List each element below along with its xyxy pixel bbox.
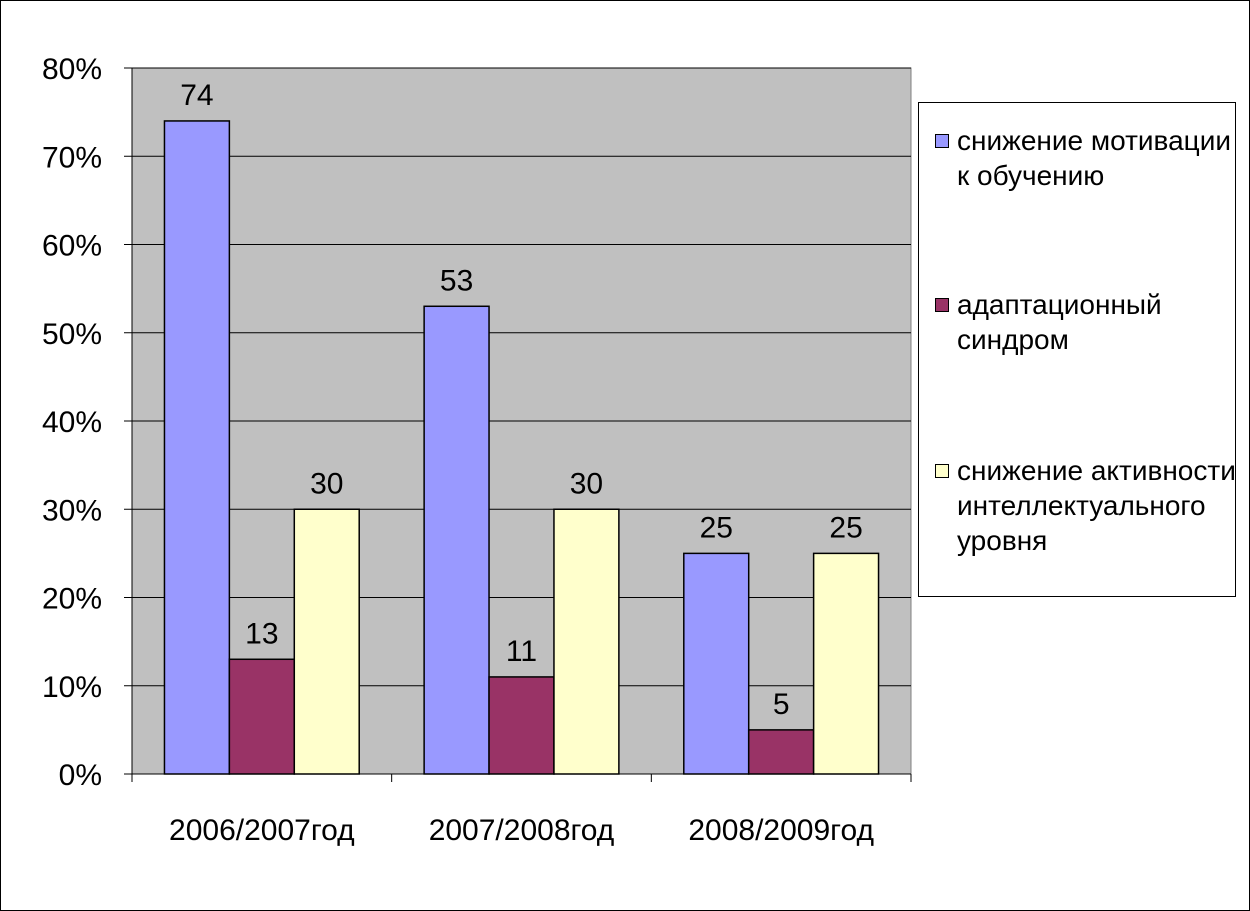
y-tick-label: 60% <box>42 230 102 263</box>
x-tick-label: 2006/2007год <box>169 814 355 847</box>
legend-swatch <box>935 134 949 148</box>
data-label: 13 <box>245 617 278 650</box>
bar <box>488 676 555 775</box>
legend-swatch <box>935 298 949 312</box>
bar <box>812 552 880 775</box>
bar <box>747 729 815 775</box>
data-label: 30 <box>310 467 343 500</box>
y-tick-label: 20% <box>42 583 102 616</box>
data-label: 74 <box>180 79 213 112</box>
data-label: 11 <box>506 635 537 668</box>
y-tick-label: 40% <box>42 406 102 439</box>
x-tick-label: 2008/2009год <box>688 814 874 847</box>
x-tick-label: 2007/2008год <box>429 814 615 847</box>
y-tick-label: 80% <box>42 53 102 86</box>
bar <box>683 552 750 775</box>
y-axis-ticks: 0% 10% 20% 30% 40% 50% 60% 70% 80% <box>42 53 132 792</box>
legend: снижение мотивации к обучению адаптацион… <box>918 102 1236 597</box>
bar <box>553 508 620 775</box>
y-tick-label: 50% <box>42 318 102 351</box>
y-tick-label: 70% <box>42 141 102 174</box>
legend-label: снижение активности интеллектуального ур… <box>957 455 1236 556</box>
legend-label: снижение мотивации к обучению <box>957 125 1231 191</box>
data-label: 30 <box>570 467 603 500</box>
data-labels: 74 53 25 13 11 5 30 30 25 <box>180 79 863 721</box>
data-label: 25 <box>700 511 733 544</box>
x-axis-ticks: 2006/2007год 2007/2008год 2008/2009год <box>131 774 912 847</box>
gridlines <box>132 67 911 687</box>
bar <box>293 508 360 775</box>
data-label: 53 <box>440 264 473 297</box>
legend-swatch <box>935 464 949 478</box>
y-tick-label: 30% <box>42 494 102 527</box>
bars <box>163 120 880 775</box>
bar <box>423 305 490 775</box>
bar <box>163 120 231 775</box>
y-tick-label: 0% <box>59 759 102 792</box>
y-tick-label: 10% <box>42 671 102 704</box>
data-label: 5 <box>773 688 790 721</box>
data-label: 25 <box>829 511 862 544</box>
bar <box>228 658 296 775</box>
legend-label: адаптационный синдром <box>957 289 1162 355</box>
